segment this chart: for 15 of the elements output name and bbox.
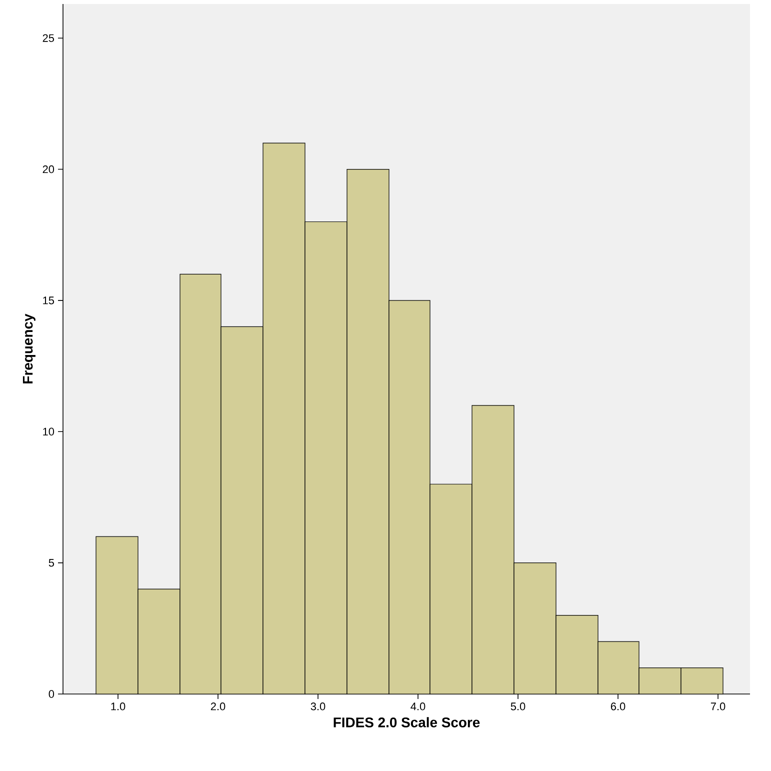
x-tick-label: 4.0 <box>410 702 426 710</box>
x-tick-label: 2.0 <box>210 702 226 710</box>
x-tick-label: 1.0 <box>111 702 126 710</box>
y-tick-label: 20 <box>42 165 54 174</box>
y-tick-label: 15 <box>43 296 54 304</box>
y-tick-label: 5 <box>48 559 54 567</box>
x-tick-label: 3.0 <box>310 702 326 710</box>
x-axis-title: FIDES 2.0 Scale Score <box>334 717 480 728</box>
x-tick-label: 5.0 <box>510 702 526 710</box>
y-axis-title: Frequency <box>22 314 36 384</box>
y-tick-label: 10 <box>43 428 54 436</box>
y-tick-label: 0 <box>48 690 54 698</box>
x-tick-label: 7.0 <box>710 702 726 710</box>
y-tick-label: 25 <box>42 34 54 42</box>
x-tick-label: 6.0 <box>610 702 626 710</box>
